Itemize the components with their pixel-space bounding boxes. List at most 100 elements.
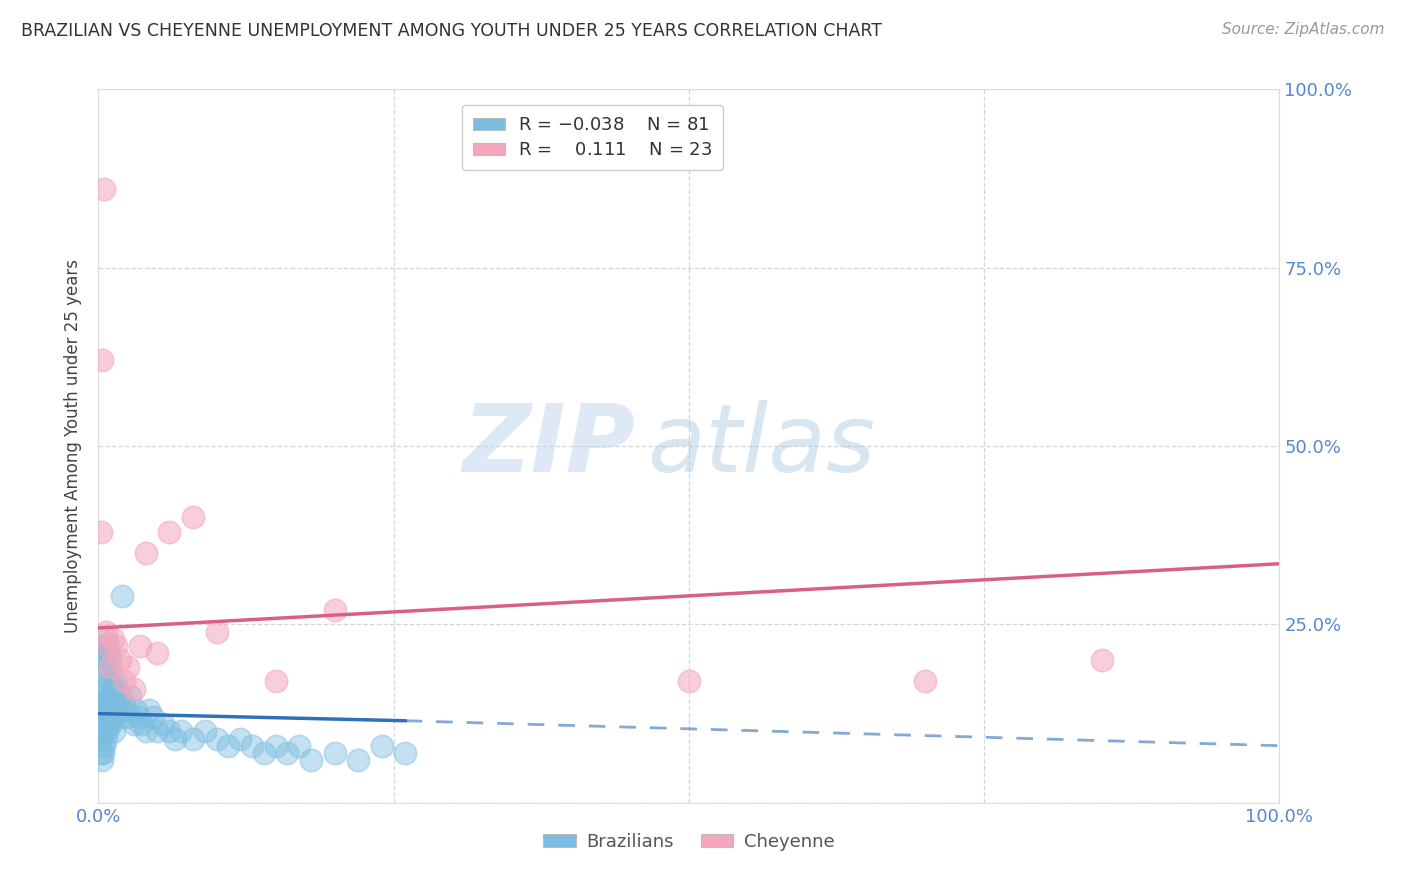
Point: [91, 710, 114, 724]
Point: [165, 731, 187, 746]
Point: [240, 739, 263, 753]
Point: [101, 710, 124, 724]
Point: [98, 653, 121, 667]
Y-axis label: Unemployment Among Youth under 25 years: Unemployment Among Youth under 25 years: [65, 259, 83, 633]
Point: [138, 703, 160, 717]
Point: [135, 546, 157, 560]
Text: ZIP: ZIP: [463, 400, 636, 492]
Point: [96, 703, 118, 717]
Point: [94, 710, 117, 724]
Point: [103, 689, 125, 703]
Point: [101, 632, 124, 646]
Point: [1091, 653, 1114, 667]
Point: [323, 746, 346, 760]
Point: [122, 681, 145, 696]
Point: [94, 689, 117, 703]
Point: [181, 731, 204, 746]
Point: [94, 731, 117, 746]
Point: [93, 653, 115, 667]
Point: [170, 724, 193, 739]
Point: [98, 646, 121, 660]
Point: [120, 689, 142, 703]
Point: [112, 674, 135, 689]
Point: [98, 689, 121, 703]
Point: [90, 696, 112, 710]
Point: [108, 653, 131, 667]
Point: [96, 681, 118, 696]
Point: [194, 724, 217, 739]
Point: [299, 753, 322, 767]
Point: [217, 739, 239, 753]
Point: [107, 703, 129, 717]
Point: [371, 739, 394, 753]
Point: [91, 731, 114, 746]
Point: [347, 753, 370, 767]
Point: [91, 353, 114, 368]
Point: [93, 717, 115, 731]
Point: [96, 724, 118, 739]
Point: [100, 696, 122, 710]
Point: [146, 646, 169, 660]
Point: [157, 524, 180, 539]
Point: [108, 689, 131, 703]
Point: [111, 589, 134, 603]
Point: [323, 603, 346, 617]
Point: [205, 624, 228, 639]
Point: [97, 639, 120, 653]
Point: [97, 717, 120, 731]
Point: [103, 724, 125, 739]
Point: [112, 696, 135, 710]
Point: [117, 660, 139, 674]
Point: [125, 703, 148, 717]
Point: [101, 681, 124, 696]
Point: [97, 660, 120, 674]
Point: [91, 724, 114, 739]
Point: [117, 710, 139, 724]
Point: [276, 746, 298, 760]
Point: [157, 724, 180, 739]
Legend: Brazilians, Cheyenne: Brazilians, Cheyenne: [536, 826, 842, 858]
Point: [128, 710, 150, 724]
Point: [93, 696, 115, 710]
Point: [288, 739, 311, 753]
Point: [105, 639, 128, 653]
Point: [128, 639, 150, 653]
Point: [914, 674, 936, 689]
Point: [98, 703, 121, 717]
Point: [90, 524, 112, 539]
Point: [91, 646, 114, 660]
Point: [129, 717, 152, 731]
Point: [229, 731, 252, 746]
Text: Source: ZipAtlas.com: Source: ZipAtlas.com: [1222, 22, 1385, 37]
Point: [91, 703, 114, 717]
Point: [89, 703, 111, 717]
Point: [264, 739, 287, 753]
Point: [90, 746, 112, 760]
Point: [152, 717, 174, 731]
Point: [205, 731, 228, 746]
Point: [91, 753, 114, 767]
Point: [97, 674, 120, 689]
Point: [678, 674, 700, 689]
Point: [181, 510, 204, 524]
Text: BRAZILIAN VS CHEYENNE UNEMPLOYMENT AMONG YOUTH UNDER 25 YEARS CORRELATION CHART: BRAZILIAN VS CHEYENNE UNEMPLOYMENT AMONG…: [21, 22, 882, 40]
Point: [394, 746, 416, 760]
Point: [91, 746, 114, 760]
Point: [93, 182, 115, 196]
Point: [264, 674, 287, 689]
Point: [90, 724, 112, 739]
Point: [96, 639, 118, 653]
Point: [253, 746, 276, 760]
Point: [135, 724, 157, 739]
Point: [146, 724, 169, 739]
Point: [94, 632, 117, 646]
Point: [122, 717, 145, 731]
Point: [91, 639, 114, 653]
Point: [98, 674, 121, 689]
Text: atlas: atlas: [648, 401, 876, 491]
Point: [114, 703, 136, 717]
Point: [93, 739, 115, 753]
Point: [90, 667, 112, 681]
Point: [142, 710, 165, 724]
Point: [105, 696, 128, 710]
